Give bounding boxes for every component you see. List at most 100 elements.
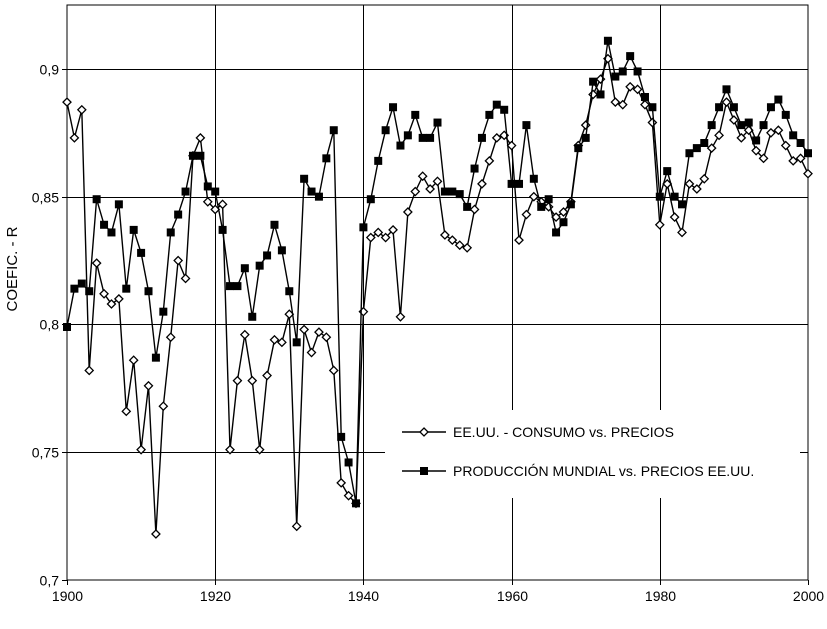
data-point [506,140,517,151]
data-point [373,227,384,238]
data-point [365,232,376,243]
data-point [225,444,235,455]
data-point [788,155,799,166]
data-point [151,353,160,362]
data-point [173,255,184,266]
data-point [491,132,502,143]
data-point [159,307,168,316]
data-point [559,218,568,227]
data-point [426,133,435,142]
data-point [226,282,235,291]
data-point [529,174,538,183]
data-point [773,125,784,136]
data-point [677,227,687,238]
data-point [336,477,347,488]
data-point [515,179,524,188]
data-point [92,195,101,204]
data-point [306,347,317,358]
data-point [291,521,302,532]
data-point [477,133,486,142]
data-point [99,288,109,299]
data-point [188,151,197,160]
data-point [432,176,443,187]
data-point [84,365,95,376]
x-tick-label: 1980 [645,588,676,604]
data-point [528,191,539,202]
data-point [285,287,294,296]
y-tick-label: 0,75 [32,445,59,461]
legend-item-2: PRODUCCIÓN MUNDIAL vs. PRECIOS EE.UU. [402,463,754,479]
y-tick-label: 0,8 [40,317,60,333]
data-point [91,258,102,269]
data-point [707,121,716,130]
data-point [328,365,339,376]
plot-area [66,4,809,581]
data-point [276,337,287,348]
y-tick-label: 0,9 [40,62,60,78]
data-point [232,375,243,386]
data-point [744,118,753,127]
data-point [678,200,687,209]
legend-marker [420,467,428,475]
data-point [151,529,161,539]
data-point [625,81,636,92]
data-point [795,153,806,164]
data-point [780,140,791,151]
data-point [647,117,658,128]
y-tick-label: 0,85 [32,190,59,206]
data-point [751,145,762,156]
data-point [537,202,546,211]
data-point [454,240,465,251]
data-point [640,93,649,101]
data-point [69,132,80,143]
data-point [469,204,480,215]
data-point [269,334,280,345]
data-point [113,293,124,304]
data-point [433,118,442,127]
data-point [596,90,605,99]
data-point [455,190,464,199]
data-point [70,284,79,293]
data-point [670,192,679,201]
data-point [396,141,405,150]
data-point [700,139,709,147]
data-point [211,187,220,196]
data-point [165,332,176,343]
data-point [180,273,191,284]
data-point [307,187,316,196]
data-point [715,103,724,112]
data-point [463,202,472,211]
data-point [759,121,768,130]
data-point [85,287,94,296]
data-point [344,458,353,467]
data-point [485,110,494,119]
data-point [477,178,487,189]
y-tick-label: 0,7 [40,573,60,589]
data-point [714,130,724,141]
x-tick-label: 1960 [497,588,528,604]
data-point [654,219,665,230]
data-point [239,329,250,340]
x-tick-label: 2000 [793,588,824,604]
data-point [514,235,524,246]
data-point [566,200,575,209]
legend: EE.UU. - CONSUMO vs. PRECIOS PRODUCCIÓN M… [385,410,800,498]
data-point [522,121,531,130]
data-point [202,196,213,207]
data-point [247,375,258,386]
data-point [492,100,501,109]
data-point [76,104,87,115]
series-1 [62,53,813,539]
data-point [663,167,672,176]
data-point [580,120,591,131]
data-point [329,126,338,135]
legend-marker [419,427,429,437]
data-point [121,406,132,417]
data-point [640,99,650,110]
data-point [685,149,694,158]
data-point [507,179,516,188]
data-point [381,126,390,135]
data-point [300,174,309,183]
